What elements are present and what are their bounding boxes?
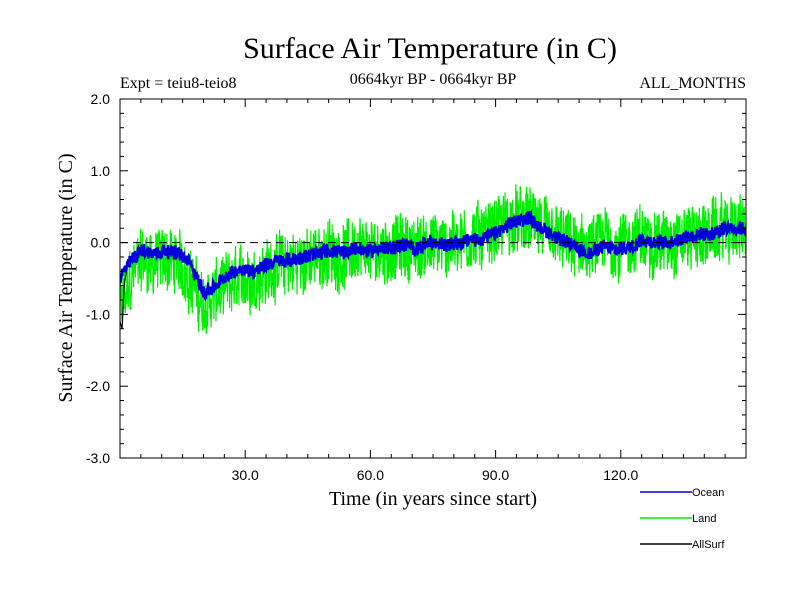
y-tick-label: -2.0 xyxy=(86,378,110,394)
x-axis-label: Time (in years since start) xyxy=(329,488,537,510)
y-tick-label: 0.0 xyxy=(91,235,111,251)
legend-label-land: Land xyxy=(692,513,716,525)
legend-label-allsurf: AllSurf xyxy=(692,539,725,551)
chart-title: Surface Air Temperature (in C) xyxy=(243,32,617,65)
series-layer xyxy=(120,184,746,334)
legend: Ocean Land AllSurf xyxy=(640,487,725,551)
subtitle-center: 0664kyr BP - 0664kyr BP xyxy=(350,71,517,88)
y-tick-label: -1.0 xyxy=(86,306,110,322)
subtitle-left: Expt = teiu8-teio8 xyxy=(120,75,237,92)
y-tick-label: 2.0 xyxy=(91,91,111,107)
y-axis-label: Surface Air Temperature (in C) xyxy=(55,153,77,402)
subtitle-right: ALL_MONTHS xyxy=(639,75,746,92)
series-line-allsurf xyxy=(120,271,127,329)
x-tick-label: 60.0 xyxy=(357,467,384,483)
ticks-layer: 30.0 60.0 90.0 120.0 2.0 1.0 0.0 -1.0 -2.0 -3.0 xyxy=(86,91,746,483)
legend-label-ocean: Ocean xyxy=(692,487,724,499)
x-tick-label: 30.0 xyxy=(232,467,259,483)
x-tick-label: 90.0 xyxy=(482,467,509,483)
series-line-land xyxy=(120,184,746,334)
y-tick-label: -3.0 xyxy=(86,450,110,466)
x-tick-label: 120.0 xyxy=(603,467,638,483)
y-tick-label: 1.0 xyxy=(91,163,111,179)
